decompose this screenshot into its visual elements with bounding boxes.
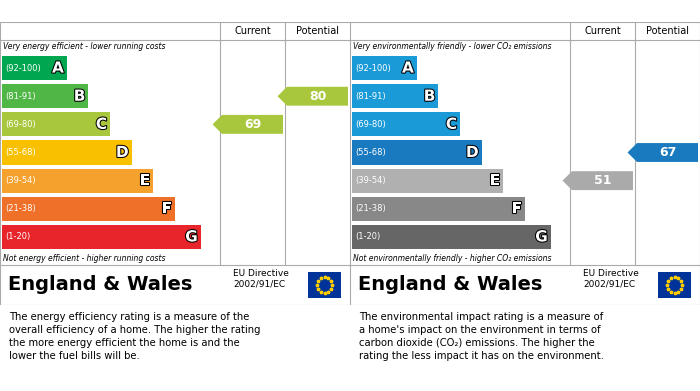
- Text: The environmental impact rating is a measure of
a home's impact on the environme: The environmental impact rating is a mea…: [358, 312, 603, 362]
- Text: A: A: [402, 61, 414, 75]
- Text: Not energy efficient - higher running costs: Not energy efficient - higher running co…: [3, 254, 165, 263]
- Text: 51: 51: [594, 174, 611, 187]
- Text: D: D: [466, 145, 479, 160]
- Text: 67: 67: [659, 146, 676, 159]
- Text: Current: Current: [234, 26, 271, 36]
- Text: (92-100): (92-100): [355, 64, 391, 73]
- Bar: [2, 169, 153, 193]
- Text: G: G: [536, 230, 547, 244]
- Text: (55-68): (55-68): [5, 148, 36, 157]
- Text: The energy efficiency rating is a measure of the
overall efficiency of a home. T: The energy efficiency rating is a measur…: [8, 312, 260, 362]
- Text: (55-68): (55-68): [355, 148, 386, 157]
- Text: C: C: [446, 117, 457, 132]
- Bar: [352, 56, 416, 80]
- Bar: [2, 112, 110, 136]
- Polygon shape: [628, 143, 698, 162]
- Text: (21-38): (21-38): [5, 204, 36, 213]
- Bar: [308, 272, 341, 298]
- Text: G: G: [186, 230, 197, 244]
- Text: B: B: [424, 89, 435, 104]
- Bar: [2, 140, 132, 165]
- Text: B: B: [74, 89, 85, 104]
- Text: (21-38): (21-38): [355, 204, 386, 213]
- Bar: [352, 197, 525, 221]
- Bar: [658, 272, 691, 298]
- Text: Potential: Potential: [296, 26, 339, 36]
- Text: Very environmentally friendly - lower CO₂ emissions: Very environmentally friendly - lower CO…: [353, 42, 552, 51]
- Text: (81-91): (81-91): [5, 92, 36, 101]
- Polygon shape: [213, 115, 283, 134]
- Text: F: F: [512, 201, 522, 216]
- Text: EU Directive
2002/91/EC: EU Directive 2002/91/EC: [583, 269, 639, 289]
- Text: D: D: [116, 145, 129, 160]
- Text: (39-54): (39-54): [355, 176, 386, 185]
- Text: E: E: [490, 173, 500, 188]
- Text: 80: 80: [309, 90, 326, 103]
- Text: (69-80): (69-80): [355, 120, 386, 129]
- Text: (1-20): (1-20): [5, 232, 30, 241]
- Bar: [352, 225, 551, 249]
- Bar: [352, 140, 482, 165]
- Bar: [2, 84, 88, 108]
- Text: (81-91): (81-91): [355, 92, 386, 101]
- Bar: [2, 56, 66, 80]
- Text: Current: Current: [584, 26, 621, 36]
- Text: England & Wales: England & Wales: [8, 276, 192, 294]
- Text: E: E: [140, 173, 150, 188]
- Polygon shape: [278, 87, 348, 106]
- Text: (1-20): (1-20): [355, 232, 380, 241]
- Text: Potential: Potential: [646, 26, 689, 36]
- Bar: [2, 197, 175, 221]
- Text: A: A: [52, 61, 64, 75]
- Polygon shape: [563, 171, 633, 190]
- Text: England & Wales: England & Wales: [358, 276, 542, 294]
- Text: Environmental Impact (CO₂) Rating: Environmental Impact (CO₂) Rating: [358, 5, 606, 18]
- Bar: [2, 225, 201, 249]
- Text: EU Directive
2002/91/EC: EU Directive 2002/91/EC: [233, 269, 289, 289]
- Text: Not environmentally friendly - higher CO₂ emissions: Not environmentally friendly - higher CO…: [353, 254, 552, 263]
- Bar: [352, 112, 460, 136]
- Text: (92-100): (92-100): [5, 64, 41, 73]
- Text: Energy Efficiency Rating: Energy Efficiency Rating: [8, 5, 181, 18]
- Text: C: C: [96, 117, 107, 132]
- Text: (39-54): (39-54): [5, 176, 36, 185]
- Text: Very energy efficient - lower running costs: Very energy efficient - lower running co…: [3, 42, 165, 51]
- Text: F: F: [162, 201, 172, 216]
- Text: (69-80): (69-80): [5, 120, 36, 129]
- Bar: [352, 169, 503, 193]
- Text: 69: 69: [244, 118, 261, 131]
- Bar: [352, 84, 438, 108]
